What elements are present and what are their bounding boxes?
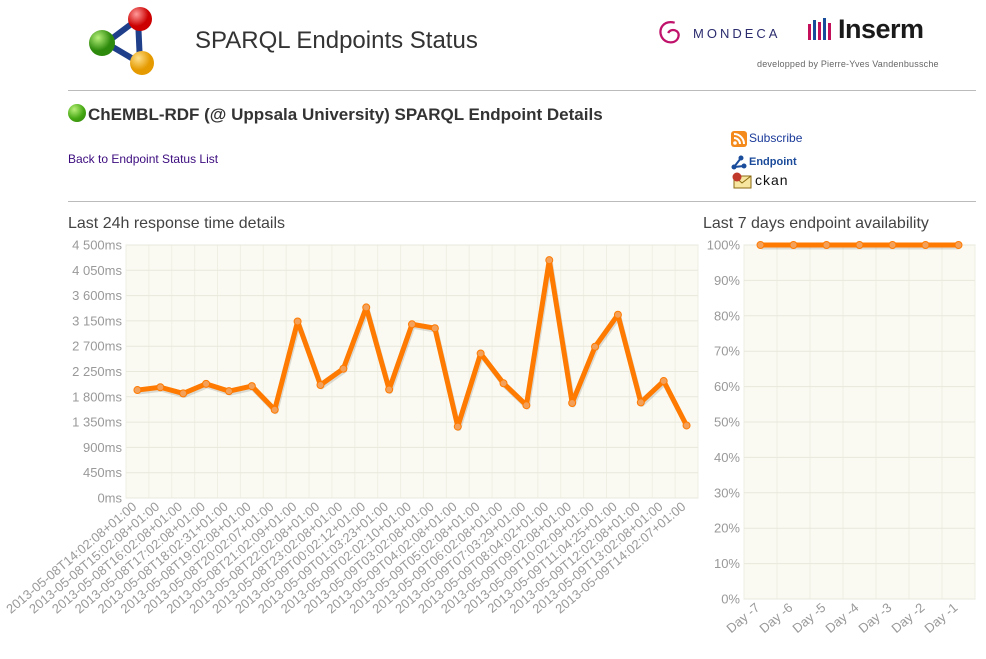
availability-data-point xyxy=(954,241,963,249)
availability-y-tick-label: 60% xyxy=(714,379,740,394)
response-data-point xyxy=(408,320,416,329)
endpoint-title: ChEMBL-RDF (@ Uppsala University) SPARQL… xyxy=(68,104,603,125)
endpoint-label: Endpoint xyxy=(749,155,797,168)
response-y-tick-label: 450ms xyxy=(83,465,123,480)
availability-data-point xyxy=(921,241,930,249)
response-data-point xyxy=(613,310,622,319)
response-data-point xyxy=(591,342,600,351)
response-data-point xyxy=(156,383,165,392)
back-to-list-link[interactable]: Back to Endpoint Status List xyxy=(68,152,219,166)
availability-y-tick-label: 80% xyxy=(714,308,740,323)
ckan-icon xyxy=(732,172,752,189)
mondeca-logo-icon xyxy=(659,21,680,44)
response-y-tick-label: 1 800ms xyxy=(72,389,122,404)
availability-data-point xyxy=(822,241,831,249)
response-data-point xyxy=(522,401,531,410)
response-y-tick-label: 3 150ms xyxy=(72,313,122,328)
inserm-name: Inserm xyxy=(838,14,924,44)
availability-x-tick-label: Day -3 xyxy=(855,600,894,636)
status-ok-icon xyxy=(68,104,86,122)
response-y-tick-label: 900ms xyxy=(83,440,123,455)
availability-y-tick-label: 10% xyxy=(714,556,740,571)
response-y-tick-label: 4 050ms xyxy=(72,263,122,278)
response-data-point xyxy=(385,385,394,394)
section-divider xyxy=(68,201,976,202)
endpoint-title-text: ChEMBL-RDF (@ Uppsala University) SPARQL… xyxy=(88,105,603,124)
credit-text: developped by Pierre-Yves Vandenbussche xyxy=(757,59,939,69)
subscribe-label: Subscribe xyxy=(749,131,803,146)
response-data-point xyxy=(270,405,279,414)
response-y-tick-label: 0ms xyxy=(97,491,122,506)
response-data-point xyxy=(545,256,554,265)
response-y-tick-label: 1 350ms xyxy=(72,415,122,430)
ckan-label: ckan xyxy=(755,172,789,188)
response-y-tick-label: 2 700ms xyxy=(72,339,122,354)
response-data-point xyxy=(224,387,233,396)
availability-y-tick-label: 30% xyxy=(714,485,740,500)
availability-y-tick-label: 100% xyxy=(707,238,741,253)
response-data-point xyxy=(293,317,302,326)
response-data-point xyxy=(247,382,256,391)
response-data-point xyxy=(636,398,645,407)
response-data-point xyxy=(453,422,462,431)
availability-data-point xyxy=(855,241,864,249)
availability-y-tick-label: 40% xyxy=(714,450,740,465)
site-title: SPARQL Endpoints Status xyxy=(195,27,478,54)
response-data-point xyxy=(659,377,668,386)
response-y-tick-label: 2 250ms xyxy=(72,364,122,379)
availability-x-tick-label: Day -5 xyxy=(789,600,828,636)
response-data-point xyxy=(179,389,188,398)
availability-x-tick-label: Day -4 xyxy=(822,600,861,636)
subscribe-link[interactable]: Subscribe xyxy=(731,131,802,147)
availability-y-tick-label: 70% xyxy=(714,344,740,359)
response-data-point xyxy=(316,380,325,389)
response-data-point xyxy=(133,386,142,395)
response-data-point xyxy=(202,379,211,388)
availability-data-point xyxy=(756,241,765,249)
endpoint-icon xyxy=(731,155,747,170)
response-data-point xyxy=(339,364,348,373)
inserm-logo-icon xyxy=(808,18,831,40)
response-y-tick-label: 3 600ms xyxy=(72,288,122,303)
availability-x-tick-label: Day -6 xyxy=(756,600,795,636)
availability-x-tick-label: Day -1 xyxy=(921,600,960,636)
site-logo xyxy=(89,7,154,75)
response-chart-title: Last 24h response time details xyxy=(68,215,286,232)
response-data-point xyxy=(430,324,439,333)
availability-chart-title: Last 7 days endpoint availability xyxy=(703,215,929,232)
response-data-point xyxy=(682,421,691,430)
response-data-point xyxy=(362,303,371,312)
availability-y-tick-label: 50% xyxy=(714,415,740,430)
availability-y-tick-label: 20% xyxy=(714,521,740,536)
availability-x-tick-label: Day -2 xyxy=(888,600,927,636)
response-data-point xyxy=(568,398,577,407)
ckan-link[interactable]: ckan xyxy=(731,172,789,190)
rss-icon xyxy=(731,131,747,147)
response-data-point xyxy=(499,379,508,388)
endpoint-link[interactable]: Endpoint xyxy=(731,154,797,170)
response-y-tick-label: 4 500ms xyxy=(72,238,122,253)
header-divider xyxy=(68,90,976,91)
response-data-point xyxy=(476,349,485,358)
availability-y-tick-label: 90% xyxy=(714,273,740,288)
availability-data-point xyxy=(888,241,897,249)
mondeca-name: MONDECA xyxy=(693,26,781,41)
availability-data-point xyxy=(789,241,798,249)
availability-y-tick-label: 0% xyxy=(721,592,740,607)
